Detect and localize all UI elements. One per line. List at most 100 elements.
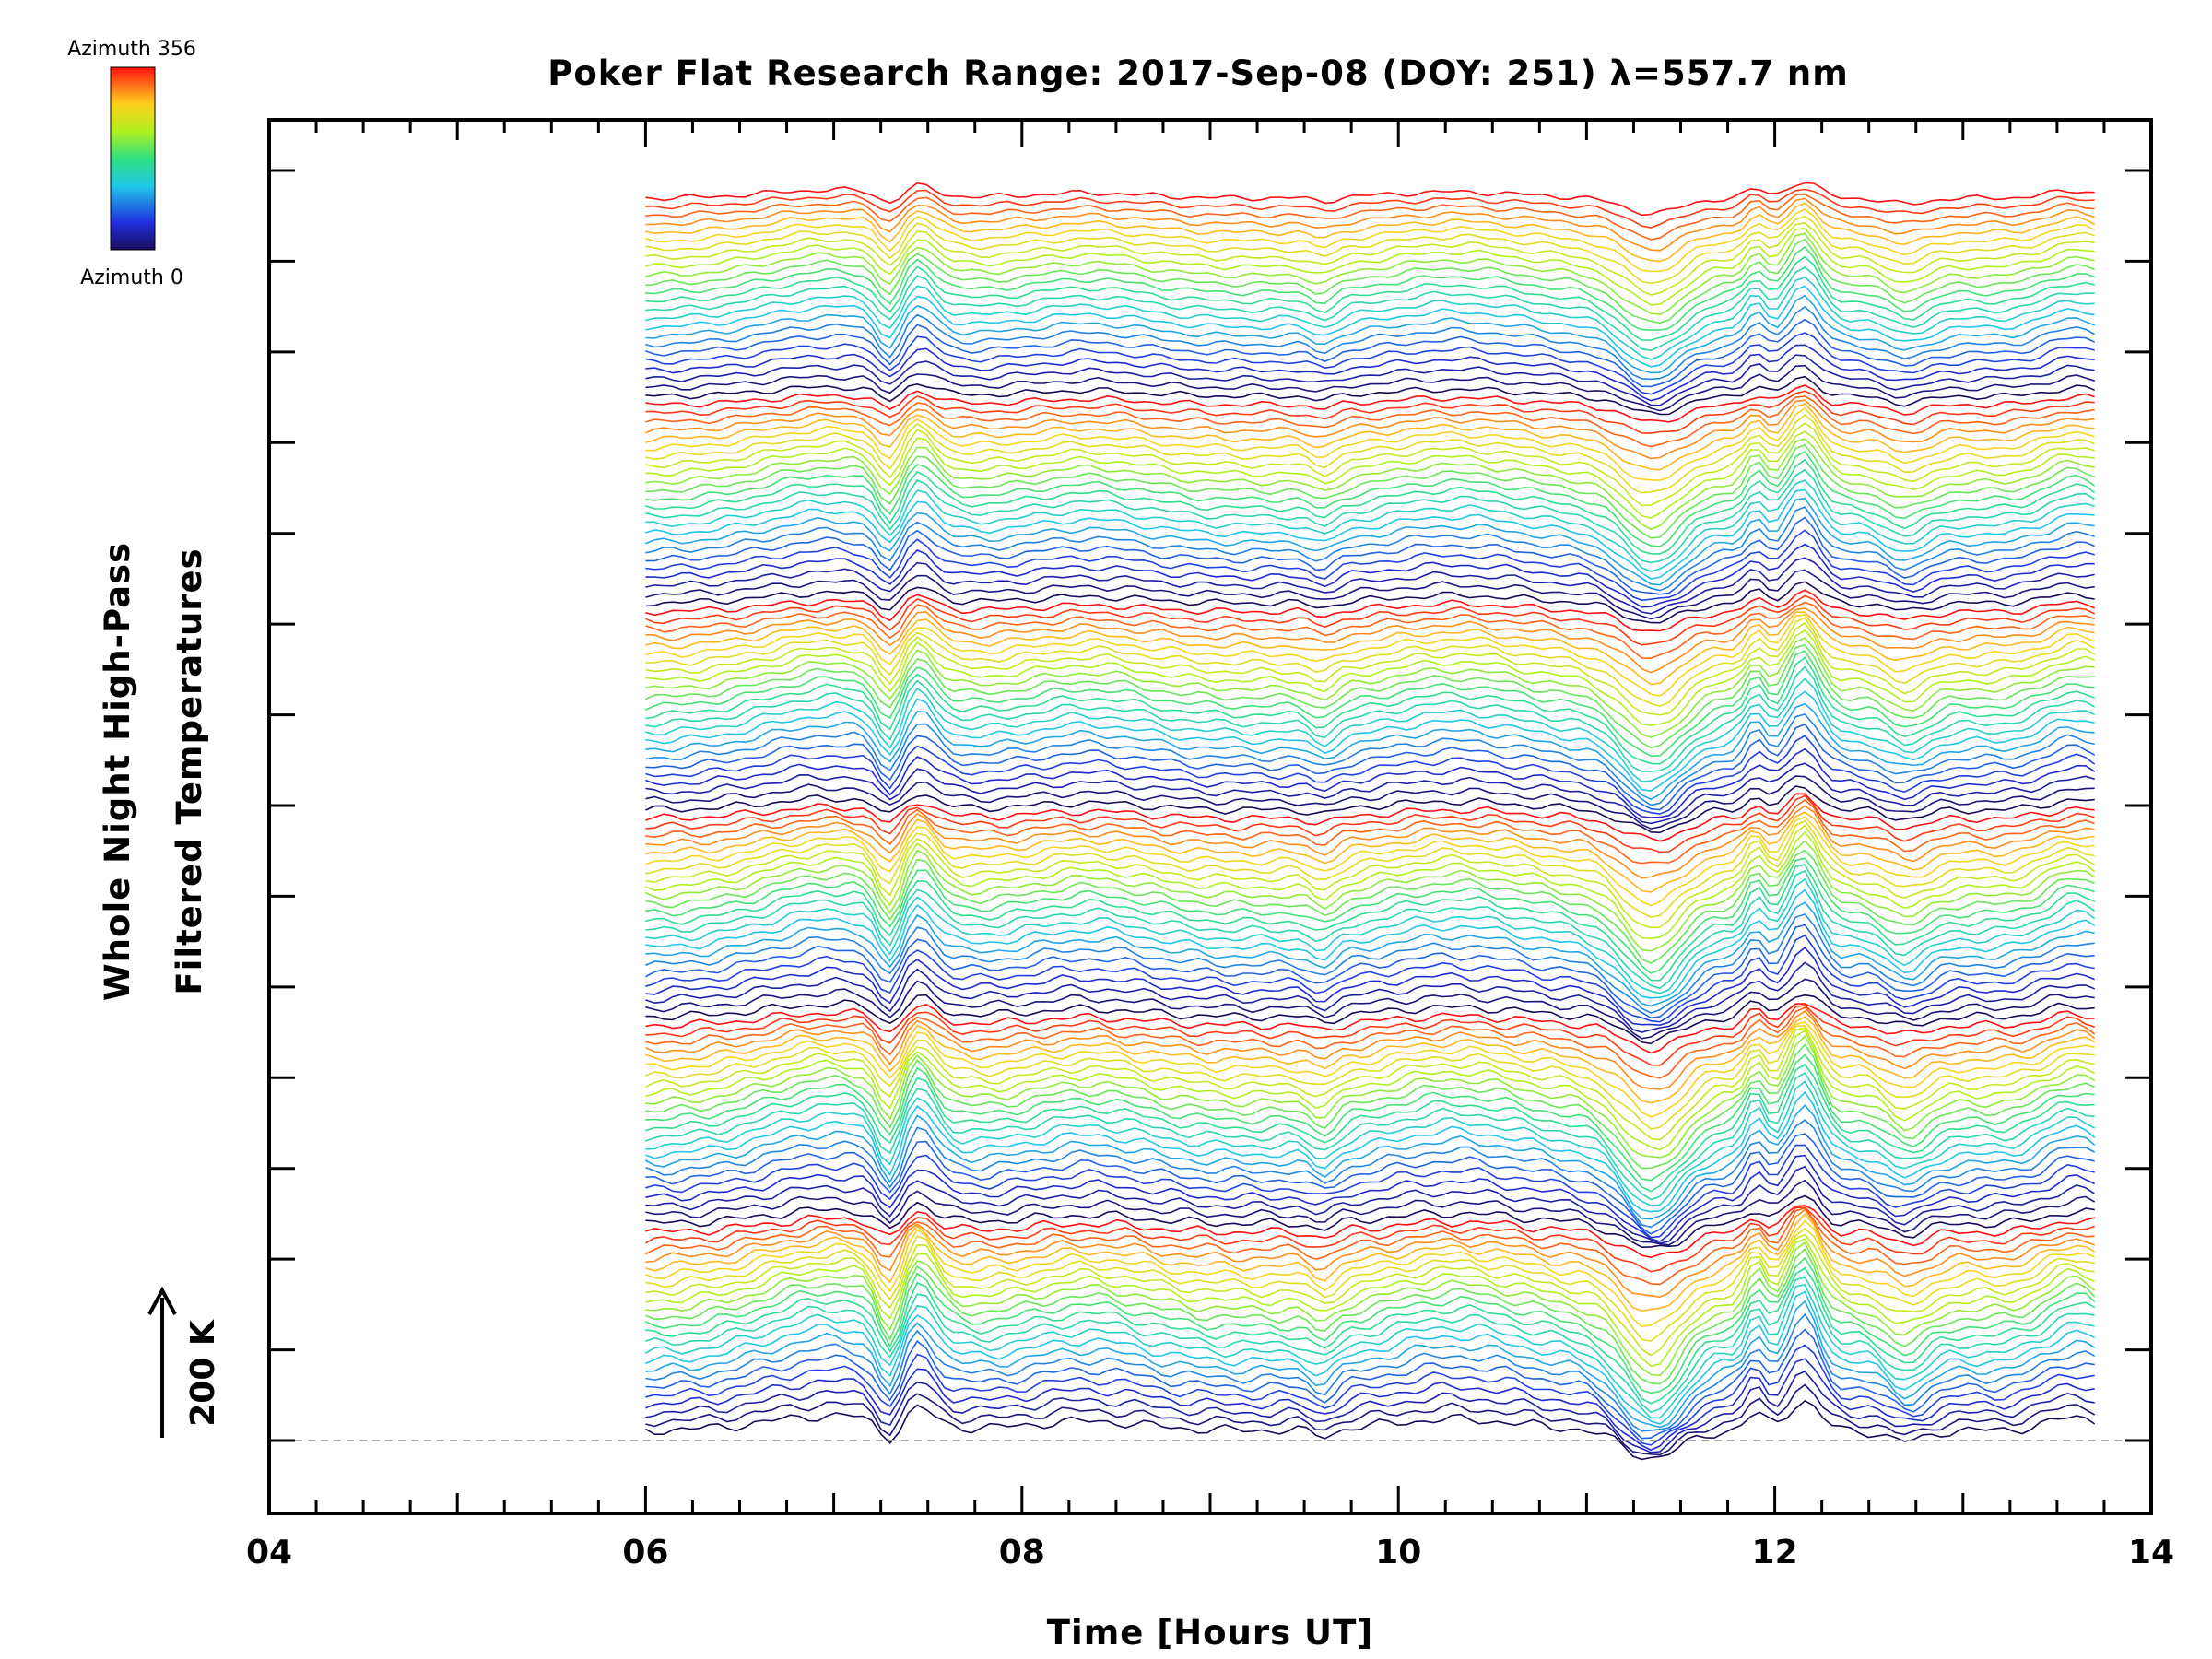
azimuth-series-line bbox=[645, 197, 2095, 252]
azimuth-series-line bbox=[645, 406, 2095, 482]
azimuth-series-line bbox=[645, 637, 2095, 738]
azimuth-series-line bbox=[645, 188, 2095, 229]
azimuth-series-line bbox=[645, 1072, 2095, 1201]
azimuth-series-line bbox=[645, 762, 2095, 825]
azimuth-series-line bbox=[645, 1266, 2096, 1405]
azimuth-series-line bbox=[645, 1006, 2096, 1079]
azimuth-series-line bbox=[645, 594, 2096, 646]
azimuth-series-line bbox=[645, 458, 2096, 555]
azimuth-series-line bbox=[645, 643, 2095, 749]
scale-bar: 200 K bbox=[147, 1286, 222, 1438]
azimuth-series-line bbox=[645, 1206, 2095, 1286]
azimuth-series-line bbox=[645, 228, 2095, 306]
azimuth-series-line bbox=[645, 824, 2096, 929]
azimuth-series-line bbox=[644, 1399, 2096, 1461]
azimuth-series-line bbox=[645, 557, 2095, 615]
azimuth-series-line bbox=[645, 1371, 2095, 1453]
azimuth-series-line bbox=[645, 318, 2096, 388]
azimuth-series-line bbox=[645, 506, 2095, 592]
azimuth-series-line bbox=[645, 569, 2095, 620]
azimuth-series-line bbox=[645, 622, 2096, 716]
azimuth-series-line bbox=[645, 399, 2095, 460]
azimuth-series-line bbox=[645, 1053, 2095, 1182]
azimuth-series-line bbox=[645, 266, 2095, 352]
y-axis-ticks bbox=[269, 169, 2151, 1442]
azimuth-series-line bbox=[645, 215, 2095, 285]
azimuth-series-line bbox=[645, 1090, 2096, 1213]
azimuth-series-line bbox=[645, 1003, 2095, 1054]
azimuth-series-line bbox=[645, 414, 2096, 494]
azimuth-series-line bbox=[645, 332, 2095, 395]
azimuth-series-line bbox=[645, 1312, 2096, 1432]
azimuth-series-line bbox=[645, 238, 2095, 324]
x-tick-label: 08 bbox=[999, 1534, 1045, 1571]
azimuth-series-line bbox=[645, 384, 2095, 423]
scale-bar-arrowhead bbox=[147, 1286, 177, 1315]
x-tick-label: 12 bbox=[1752, 1534, 1798, 1571]
azimuth-series-line bbox=[645, 735, 2096, 815]
azimuth-series-line bbox=[645, 497, 2095, 586]
azimuth-series-line bbox=[645, 1005, 2095, 1066]
azimuth-series-line bbox=[645, 1179, 2096, 1246]
azimuth-series-line bbox=[645, 816, 2095, 907]
azimuth-series-line bbox=[645, 1238, 2095, 1368]
azimuth-series-line bbox=[645, 1328, 2095, 1440]
azimuth-series-line bbox=[645, 690, 2095, 792]
azimuth-series-line bbox=[645, 1208, 2095, 1299]
azimuth-series-line bbox=[645, 601, 2095, 660]
azimuth-series-line bbox=[645, 723, 2096, 811]
azimuth-series-line bbox=[645, 375, 2096, 416]
y-axis-title-line1: Whole Night High-Pass bbox=[98, 542, 137, 1001]
azimuth-series-line bbox=[645, 1010, 2096, 1090]
azimuth-series-line bbox=[645, 785, 2095, 834]
azimuth-series-line bbox=[645, 629, 2095, 726]
azimuth-series-line bbox=[645, 611, 2095, 686]
azimuth-series-line bbox=[645, 913, 2095, 1014]
azimuth-series-line bbox=[645, 1205, 2095, 1259]
azimuth-series-line bbox=[645, 1300, 2096, 1429]
azimuth-series-line bbox=[645, 1027, 2095, 1141]
azimuth-series-line bbox=[645, 276, 2095, 360]
azimuth-series-line bbox=[645, 607, 2095, 674]
azimuth-series-line bbox=[645, 978, 2095, 1040]
azimuth-series-line bbox=[645, 775, 2095, 830]
azimuth-series-line bbox=[645, 294, 2095, 374]
azimuth-series-line bbox=[645, 798, 2095, 865]
azimuth-series-line bbox=[645, 468, 2096, 564]
azimuth-series-line bbox=[645, 665, 2096, 772]
azimuth-series-line bbox=[645, 747, 2096, 818]
azimuth-series-line bbox=[645, 614, 2095, 697]
azimuth-series-line bbox=[645, 1165, 2096, 1244]
azimuth-series-line bbox=[645, 864, 2095, 982]
azimuth-series-line bbox=[645, 849, 2095, 964]
azimuth-series-line bbox=[645, 805, 2095, 879]
azimuth-series-line bbox=[645, 1290, 2096, 1425]
y-axis-title-line2: Filtered Temperatures bbox=[170, 547, 209, 994]
azimuth-series-line bbox=[645, 1021, 2095, 1118]
azimuth-series-line bbox=[645, 193, 2095, 241]
colorbar-bottom-label: Azimuth 0 bbox=[80, 266, 183, 289]
x-axis-ticks: 04 06 08 10 12 14 bbox=[246, 120, 2174, 1571]
azimuth-series-line bbox=[645, 1344, 2095, 1446]
azimuth-series-line bbox=[645, 488, 2095, 580]
azimuth-series-line bbox=[645, 208, 2096, 273]
azimuth-series-line bbox=[645, 1219, 2096, 1328]
azimuth-series-line bbox=[645, 543, 2095, 608]
azimuth-series-line bbox=[645, 1241, 2096, 1377]
azimuth-series-line bbox=[645, 1383, 2096, 1456]
azimuth-series-line bbox=[645, 430, 2095, 519]
azimuth-series-line bbox=[645, 901, 2095, 1007]
scale-bar-label: 200 K bbox=[184, 1319, 222, 1427]
azimuth-series-line bbox=[645, 830, 2096, 940]
azimuth-series-line bbox=[645, 246, 2096, 331]
azimuth-series-line bbox=[645, 202, 2096, 263]
x-tick-label: 14 bbox=[2128, 1534, 2174, 1571]
azimuth-series-line bbox=[645, 1024, 2095, 1130]
azimuth-series-line bbox=[645, 656, 2095, 765]
azimuth-series-line bbox=[645, 924, 2095, 1019]
azimuth-series-line bbox=[645, 1276, 2095, 1414]
azimuth-series-line bbox=[645, 1030, 2096, 1151]
azimuth-series-line bbox=[645, 1247, 2096, 1385]
azimuth-series-line bbox=[645, 479, 2095, 572]
azimuth-series-line bbox=[645, 222, 2095, 296]
